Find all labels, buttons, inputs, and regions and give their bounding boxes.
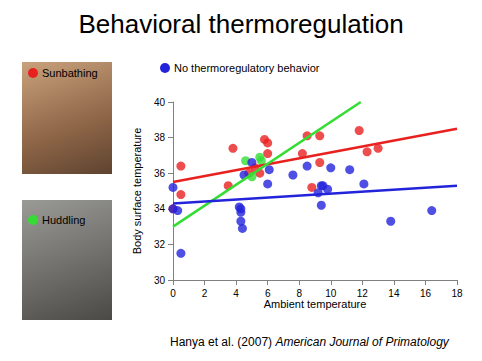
svg-text:Body surface temperature: Body surface temperature [131,128,143,255]
svg-text:34: 34 [154,203,166,214]
html-text:Hanya et al. (2007) American J: Hanya et al. (2007) American Journal of … [170,335,449,349]
svg-text:Ambient temperature: Ambient temperature [264,298,367,310]
svg-text:10: 10 [325,288,337,299]
svg-text:36: 36 [154,168,166,179]
svg-text:4: 4 [233,288,239,299]
svg-text:18: 18 [451,288,463,299]
svg-text:0: 0 [170,288,176,299]
svg-text:Behavioral thermoregulation: Behavioral thermoregulation [78,9,403,39]
html-text:Sunbathing: Sunbathing [42,67,98,79]
svg-text:30: 30 [154,275,166,286]
svg-text:16: 16 [420,288,432,299]
svg-text:6: 6 [265,288,271,299]
svg-text:12: 12 [357,288,369,299]
html-text:No thermoregulatory behavior: No thermoregulatory behavior [174,62,320,74]
svg-text:32: 32 [154,239,166,250]
svg-text:40: 40 [154,97,166,108]
svg-text:2: 2 [202,288,208,299]
svg-text:8: 8 [296,288,302,299]
svg-text:38: 38 [154,132,166,143]
svg-text:14: 14 [388,288,400,299]
html-text:Huddling: Huddling [42,214,86,226]
